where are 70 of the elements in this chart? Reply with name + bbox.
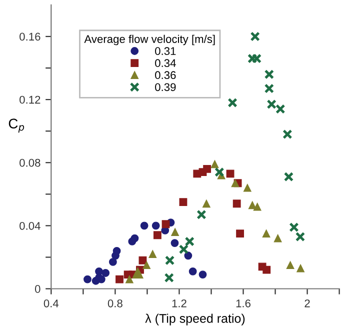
point bbox=[289, 222, 299, 232]
point bbox=[262, 230, 270, 238]
y-tick-label: 0.12 bbox=[20, 96, 40, 104]
y-tick-label: 0.08 bbox=[20, 158, 40, 167]
point bbox=[171, 228, 180, 236]
point bbox=[140, 222, 148, 230]
point bbox=[164, 272, 174, 283]
point bbox=[164, 256, 175, 266]
point bbox=[178, 244, 189, 254]
point bbox=[248, 201, 256, 210]
legend-label: 0.34 bbox=[155, 59, 176, 68]
point bbox=[243, 184, 252, 192]
point bbox=[125, 275, 134, 284]
point bbox=[108, 258, 117, 266]
point bbox=[232, 200, 241, 208]
point bbox=[142, 261, 151, 270]
x-tick-label: 1.6 bbox=[236, 299, 250, 308]
point bbox=[198, 270, 207, 279]
point bbox=[138, 256, 147, 264]
point bbox=[210, 160, 219, 168]
y-tick-label: 0.16 bbox=[20, 32, 40, 41]
point bbox=[266, 99, 276, 110]
point bbox=[296, 264, 305, 272]
x-tick-label: 1.2 bbox=[172, 299, 186, 308]
point bbox=[264, 69, 274, 80]
point bbox=[250, 32, 260, 42]
point bbox=[203, 164, 212, 173]
point bbox=[170, 239, 179, 247]
point bbox=[179, 198, 188, 206]
point bbox=[148, 250, 157, 258]
legend-label: 0.31 bbox=[155, 47, 176, 55]
x-tick-label: 2 bbox=[304, 299, 310, 308]
point bbox=[262, 266, 271, 274]
point bbox=[95, 267, 103, 276]
point bbox=[202, 200, 210, 208]
point bbox=[252, 54, 262, 64]
y-axis-title: C$_{p}$ bbox=[8, 118, 24, 133]
point bbox=[264, 84, 274, 94]
point bbox=[153, 231, 162, 240]
point bbox=[196, 210, 206, 220]
point bbox=[116, 275, 124, 284]
point bbox=[276, 104, 286, 114]
point bbox=[130, 234, 139, 242]
legend-label: 0.39 bbox=[155, 83, 176, 92]
point bbox=[184, 236, 194, 246]
point bbox=[152, 222, 160, 230]
legend-title: Average flow velocity [m/s] bbox=[84, 34, 215, 46]
y-tick-label: 0.04 bbox=[20, 222, 40, 230]
point bbox=[236, 230, 244, 238]
point bbox=[228, 98, 238, 108]
point bbox=[184, 252, 192, 260]
x-tick-label: 0.4 bbox=[44, 299, 59, 308]
point bbox=[295, 232, 306, 242]
point bbox=[282, 129, 292, 140]
legend-label: 0.36 bbox=[155, 71, 176, 80]
point bbox=[102, 269, 110, 277]
point bbox=[188, 267, 197, 276]
x-axis-title: λ (Tip speed ratio) bbox=[145, 314, 245, 326]
x-tick-label: 0.8 bbox=[108, 299, 122, 308]
y-tick-label: 0 bbox=[34, 285, 40, 293]
point bbox=[274, 234, 282, 242]
point bbox=[214, 167, 224, 177]
point bbox=[286, 261, 294, 270]
point bbox=[226, 170, 234, 178]
point bbox=[112, 246, 121, 255]
point bbox=[253, 202, 262, 211]
point bbox=[284, 172, 294, 182]
point bbox=[231, 179, 240, 188]
point bbox=[84, 275, 92, 284]
point bbox=[162, 220, 170, 228]
